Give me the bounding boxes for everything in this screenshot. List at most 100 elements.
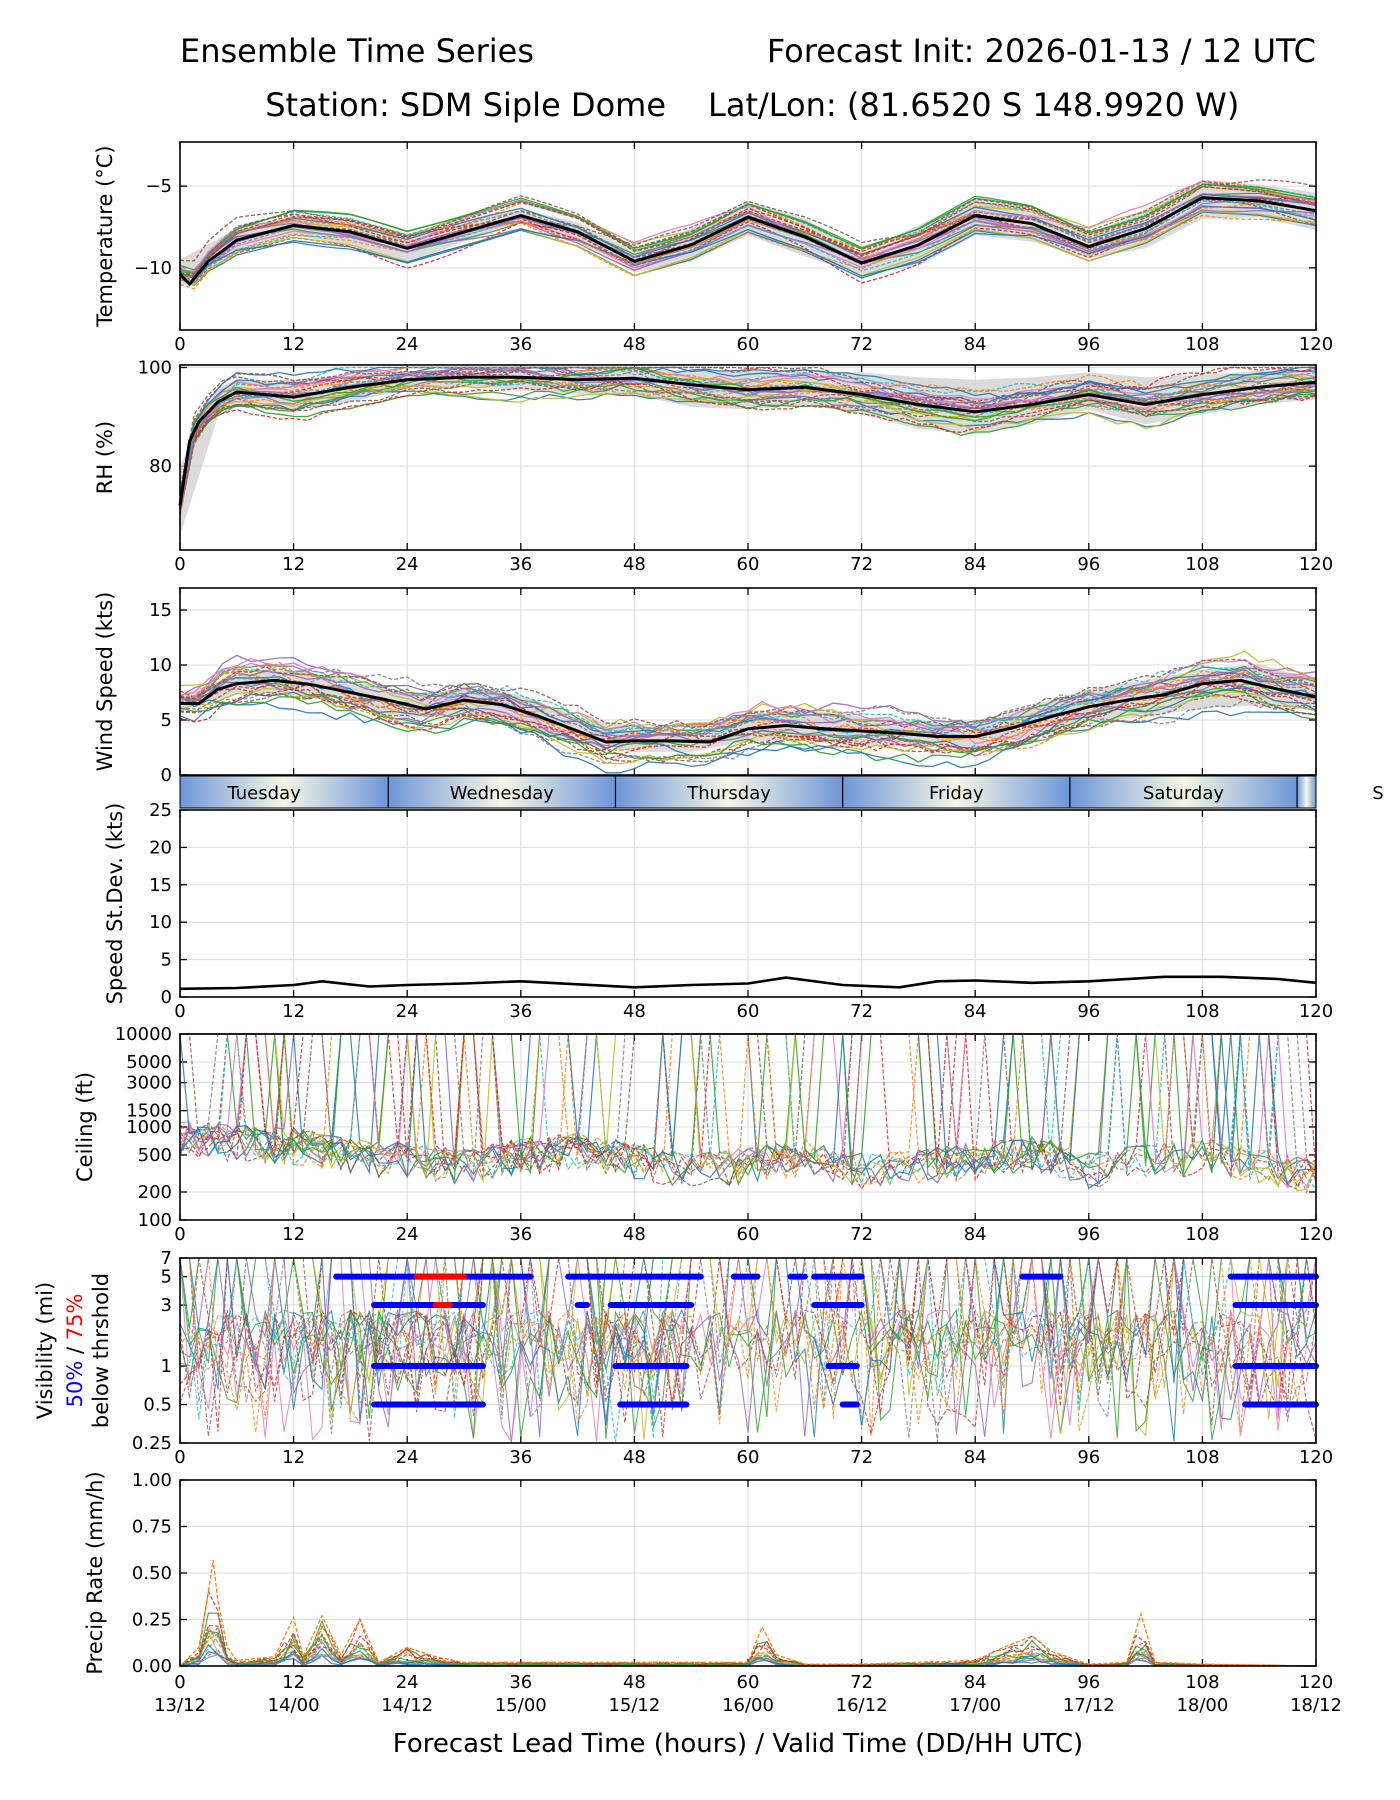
- temperature-ylabel: Temperature (°C): [93, 145, 117, 327]
- ceiling-member-line: [179, 1033, 1317, 1195]
- legend-sep: /: [63, 1340, 87, 1360]
- rh-xtick-label: 24: [396, 554, 419, 575]
- rh-xtick-label: 108: [1185, 554, 1219, 575]
- temperature-xtick-label: 72: [850, 334, 873, 355]
- title-right: Forecast Init: 2026-01-13 / 12 UTC: [767, 32, 1316, 70]
- temperature-member-line: [179, 183, 1317, 277]
- rh-xtick-label: 72: [850, 554, 873, 575]
- visibility-xtick-label: 48: [623, 1447, 646, 1468]
- rh-member-line: [179, 369, 1317, 503]
- valid-time-label: 17/12: [1063, 1695, 1115, 1716]
- wind-member-line: [179, 687, 1317, 769]
- temperature-member-line: [179, 214, 1317, 290]
- speed_stdev-xtick-label: 72: [850, 1001, 873, 1022]
- rh-member-line: [179, 378, 1317, 508]
- stdev-frame: [179, 809, 1317, 998]
- visibility-xtick-label: 72: [850, 1447, 873, 1468]
- ceiling-ytick-label: 10000: [115, 1024, 172, 1045]
- legend-50pct: 50%: [63, 1361, 87, 1408]
- visibility-xtick-label: 84: [964, 1447, 987, 1468]
- wind-member-line: [179, 661, 1317, 743]
- precip-max-line: [179, 1559, 1317, 1667]
- rh-member-line: [179, 379, 1317, 514]
- visibility-member-line: [179, 1257, 1317, 1423]
- temperature-xtick-label: 120: [1299, 334, 1333, 355]
- visibility-ytick-label: 0.25: [132, 1433, 172, 1454]
- stdev-line: [179, 975, 1317, 991]
- precip-ytick-label: 0.75: [132, 1517, 172, 1538]
- visibility-threshold-label: below thrshold: [89, 1273, 113, 1428]
- temperature-ytick-label: −10: [134, 258, 172, 279]
- speed_stdev-xtick-label: 12: [282, 1001, 305, 1022]
- speed_stdev-xtick-label: 108: [1185, 1001, 1219, 1022]
- ceiling-ytick-label: 100: [138, 1210, 172, 1231]
- wind-mean-line: [180, 678, 1317, 744]
- valid-time-label: 14/00: [268, 1695, 320, 1716]
- ceiling-xtick-label: 96: [1077, 1224, 1100, 1245]
- valid-time-label: 16/00: [722, 1695, 774, 1716]
- precip-ytick-label: 0.50: [132, 1563, 172, 1584]
- ceiling-xtick-label: 120: [1299, 1224, 1333, 1245]
- precip-frame: [179, 1479, 1317, 1667]
- temperature-xtick-label: 108: [1185, 334, 1219, 355]
- day-band-frame: [179, 775, 1317, 809]
- precip-xtick-label: 120: [1299, 1672, 1333, 1693]
- precip-xtick-label: 84: [964, 1672, 987, 1693]
- station-title: Station: SDM Siple Dome: [265, 86, 666, 124]
- temperature-xtick-label: 24: [396, 334, 419, 355]
- visibility-xtick-label: 0: [174, 1447, 185, 1468]
- legend-75pct: 75%: [63, 1294, 87, 1341]
- day-band-segment: [1069, 776, 1298, 808]
- day-band-segment: [842, 776, 1070, 808]
- temperature-panel: −10 −5 0 12 24 36 48 60 72 84 96 108 120 Temperature …: [93, 141, 1333, 355]
- speed_stdev-xtick-label: 96: [1077, 1001, 1100, 1022]
- visibility-ylabel: Visibility (mi): [33, 1282, 57, 1419]
- wind-member-line: [179, 670, 1317, 743]
- visibility-ytick-label: 0.5: [143, 1395, 172, 1416]
- visibility-legend-label: 50% / 75%: [63, 1294, 87, 1408]
- rh-member-line: [179, 381, 1317, 509]
- visibility-xtick-label: 108: [1185, 1447, 1219, 1468]
- ceiling-xtick-label: 48: [623, 1224, 646, 1245]
- wind-frame: [179, 587, 1317, 776]
- day-band-segment: [615, 776, 843, 808]
- precip-xtick-label: 108: [1185, 1672, 1219, 1693]
- speed_stdev-ytick-label: 0: [161, 987, 172, 1008]
- temperature-member-line: [179, 179, 1317, 262]
- speed_stdev-ytick-label: 10: [149, 912, 172, 933]
- rh-ytick-label: 100: [138, 357, 172, 378]
- day-band-segment: [180, 776, 389, 808]
- ceiling-frame: [179, 1033, 1317, 1221]
- title-left: Ensemble Time Series: [180, 32, 534, 70]
- wind-ytick-label: 0: [161, 765, 172, 786]
- visibility-member-line: [180, 1257, 1316, 1443]
- visibility-xtick-label: 24: [396, 1447, 419, 1468]
- rh-member-line: [179, 366, 1317, 512]
- visibility-panel: 0.25 0.5 1 3 57 0 12 24 36 48 60 72 84 96 108 120 Visibi…: [33, 1248, 1333, 1468]
- ceiling-xtick-label: 72: [850, 1224, 873, 1245]
- rh-xtick-label: 0: [174, 554, 185, 575]
- rh-member-line: [179, 366, 1317, 499]
- rh-frame: [179, 364, 1317, 551]
- temperature-mean-line: [178, 196, 1317, 287]
- wind-member-line: [179, 671, 1317, 737]
- temperature-xtick-label: 48: [623, 334, 646, 355]
- day-band-segment: [388, 776, 616, 808]
- speed_stdev-panel: 0 5 10 15 20 25 0 12 24 36 48 60 72 84 96 108 120 Speed S…: [103, 800, 1333, 1022]
- rh-member-line: [179, 380, 1317, 512]
- temperature-xtick-label: 96: [1077, 334, 1100, 355]
- x-axis-label: Forecast Lead Time (hours) / Valid Time …: [393, 1729, 1083, 1759]
- speed_stdev-xtick-label: 48: [623, 1001, 646, 1022]
- ceiling-ytick-label: 1500: [126, 1101, 172, 1122]
- speed_stdev-ytick-label: 20: [149, 837, 172, 858]
- wind-panel: 0 5 10 15 Wind Speed (kts): [93, 587, 1317, 786]
- visibility-ytick-label: 3: [161, 1295, 172, 1316]
- valid-time-label: 18/00: [1176, 1695, 1228, 1716]
- ceiling-ytick-label: 200: [138, 1182, 172, 1203]
- visibility-ytick-label: 7: [161, 1248, 172, 1269]
- rh-xtick-label: 120: [1299, 554, 1333, 575]
- day-band: Tuesday Wednesday Thursday Friday Saturday S: [179, 775, 1384, 809]
- temperature-xtick-label: 84: [964, 334, 987, 355]
